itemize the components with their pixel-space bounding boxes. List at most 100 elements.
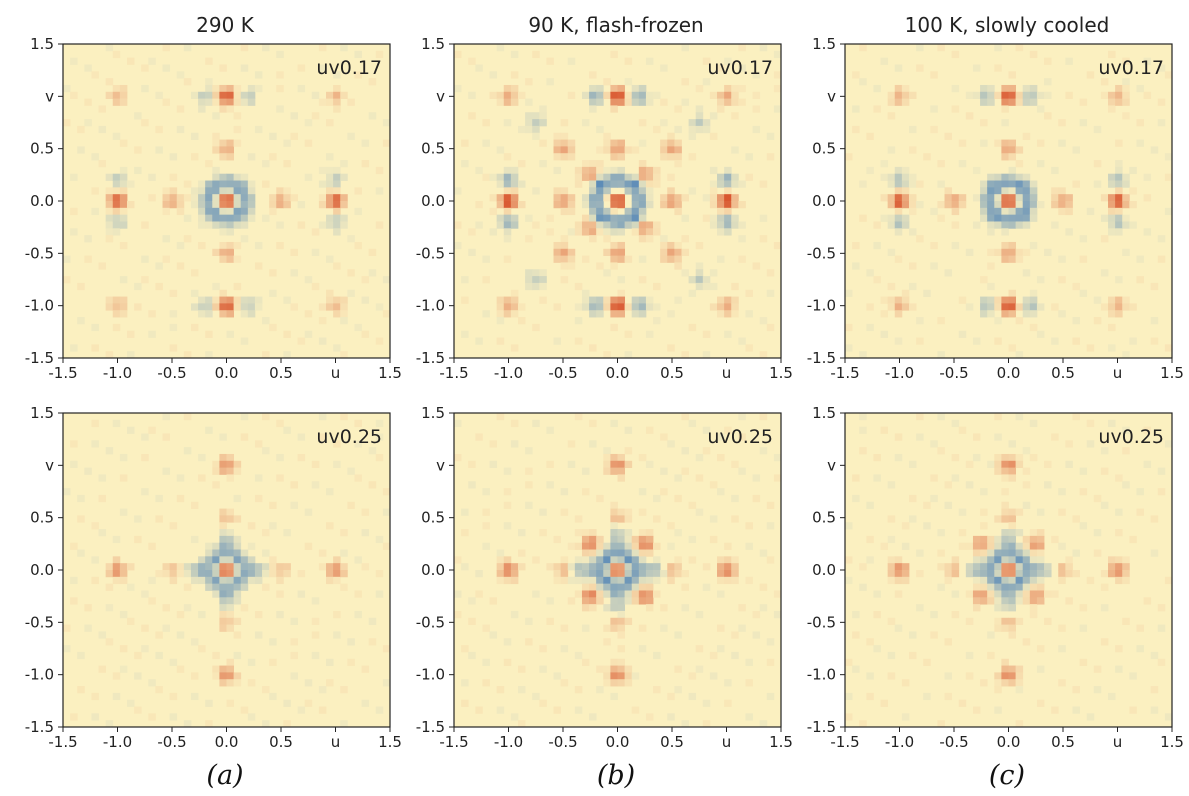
- heatmap-cell: [326, 201, 334, 209]
- heatmap-cell: [567, 542, 576, 550]
- heatmap-cell: [894, 221, 903, 229]
- heatmap-cell: [581, 624, 590, 632]
- heatmap-cell: [112, 419, 121, 428]
- heatmap-cell: [461, 139, 469, 147]
- heatmap-cell: [262, 720, 270, 728]
- heatmap-cell: [70, 228, 78, 236]
- heatmap-cell: [631, 590, 640, 598]
- heatmap-cell: [894, 303, 903, 311]
- heatmap-cell: [887, 515, 896, 523]
- heatmap-cell: [70, 460, 78, 469]
- x-tick-label: -1.5: [830, 733, 859, 751]
- heatmap-cell: [951, 50, 960, 59]
- heatmap-cell: [567, 146, 576, 154]
- heatmap-panel-0-2: -1.5 -1.0 -0.5 0.0 0.5 u 1.51.5v0.50.0-0.5-1.0…: [807, 35, 1184, 382]
- heatmap-cell: [972, 535, 981, 544]
- heatmap-cell: [589, 201, 597, 209]
- heatmap-cell: [333, 631, 341, 639]
- heatmap-cell: [1115, 160, 1123, 168]
- heatmap-cell: [91, 419, 99, 428]
- heatmap-cell: [70, 713, 78, 721]
- heatmap-cell: [589, 166, 597, 175]
- heatmap-cell: [1122, 173, 1130, 181]
- heatmap-cell: [631, 542, 640, 550]
- heatmap-cell: [496, 413, 505, 421]
- heatmap-cell: [638, 166, 647, 175]
- heatmap-cell: [510, 296, 519, 304]
- heatmap-cell: [724, 187, 732, 195]
- heatmap-cell: [1143, 460, 1152, 469]
- heatmap-cell: [205, 98, 213, 106]
- heatmap-cell: [759, 604, 768, 612]
- heatmap-cell: [1058, 187, 1066, 195]
- heatmap-cell: [1022, 84, 1031, 93]
- heatmap-cell: [198, 221, 206, 229]
- heatmap-cell: [717, 173, 725, 181]
- heatmap-cell: [503, 501, 512, 509]
- heatmap-cell: [724, 228, 732, 236]
- heatmap-cell: [731, 310, 739, 318]
- heatmap-cell: [681, 248, 689, 257]
- heatmap-cell: [297, 337, 306, 345]
- heatmap-cell: [482, 255, 490, 263]
- heatmap-cell: [219, 289, 227, 297]
- heatmap-cell: [1001, 310, 1009, 318]
- heatmap-cell: [617, 604, 626, 612]
- heatmap-cell: [1015, 214, 1024, 222]
- heatmap-cell: [589, 303, 597, 311]
- heatmap-cell: [617, 289, 626, 297]
- heatmap-cell: [873, 276, 881, 284]
- heatmap-cell: [965, 590, 974, 598]
- heatmap-cell: [717, 201, 725, 209]
- heatmap-cell: [503, 303, 512, 311]
- heatmap-cell: [1022, 542, 1031, 550]
- heatmap-cell: [581, 488, 590, 496]
- x-tick-label: 1.5: [769, 733, 793, 751]
- heatmap-cell: [887, 556, 896, 564]
- heatmap-cell: [254, 71, 263, 79]
- x-tick-label: -0.5: [157, 733, 186, 751]
- heatmap-cell: [1093, 494, 1102, 503]
- heatmap-cell: [980, 570, 988, 578]
- x-tick-label: 0.5: [660, 364, 684, 382]
- heatmap-cell: [318, 413, 327, 421]
- heatmap-cell: [681, 235, 689, 243]
- heatmap-cell: [596, 91, 604, 100]
- heatmap-cell: [1065, 563, 1073, 571]
- heatmap-cell: [674, 207, 682, 216]
- heatmap-cell: [667, 522, 675, 530]
- heatmap-cell: [510, 610, 519, 619]
- heatmap-cell: [212, 132, 220, 140]
- heatmap-cell: [1115, 173, 1123, 181]
- heatmap-cell: [510, 576, 519, 585]
- heatmap-cell: [688, 276, 697, 284]
- heatmap-cell: [326, 658, 334, 666]
- heatmap-cell: [596, 556, 604, 564]
- heatmap-cell: [326, 214, 334, 222]
- heatmap-cell: [1001, 207, 1009, 216]
- x-tick-label: -1.0: [494, 733, 523, 751]
- heatmap-cell: [205, 180, 213, 188]
- heatmap-cell: [724, 570, 732, 578]
- heatmap-cell: [98, 125, 107, 134]
- heatmap-cell: [233, 173, 242, 181]
- heatmap-cell: [596, 201, 604, 209]
- heatmap-cell: [1157, 119, 1166, 127]
- heatmap-cell: [738, 44, 746, 52]
- heatmap-cell: [240, 64, 249, 72]
- heatmap-cell: [205, 330, 213, 338]
- heatmap-cell: [468, 481, 476, 489]
- heatmap-cell: [340, 317, 348, 325]
- heatmap-cell: [645, 460, 654, 469]
- caption-b: (b): [597, 760, 635, 791]
- heatmap-cell: [226, 214, 235, 222]
- heatmap-cell: [972, 556, 981, 564]
- heatmap-cell: [1022, 535, 1031, 544]
- x-tick-label: -1.0: [103, 364, 132, 382]
- heatmap-cell: [759, 720, 768, 728]
- heatmap-cell: [603, 214, 611, 222]
- heatmap-cell: [1065, 228, 1073, 236]
- heatmap-cell: [1008, 474, 1017, 482]
- heatmap-cell: [916, 44, 924, 52]
- heatmap-cell: [916, 235, 924, 243]
